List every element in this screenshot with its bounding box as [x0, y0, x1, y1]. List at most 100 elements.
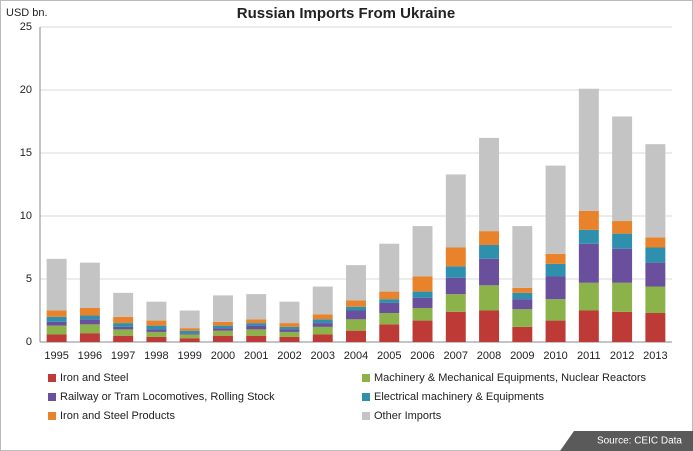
- bar-segment: [412, 307, 433, 321]
- legend-label: Railway or Tram Locomotives, Rolling Sto…: [60, 391, 275, 403]
- bar-segment: [512, 326, 533, 342]
- x-tick-label: 1996: [78, 350, 102, 362]
- legend-swatch: [48, 374, 56, 382]
- bar-segment: [46, 310, 67, 317]
- bar-segment: [578, 229, 599, 244]
- bar-segment: [346, 310, 366, 320]
- bar-segment: [179, 310, 200, 329]
- x-tick-label: 2013: [643, 350, 667, 362]
- bar-segment: [346, 330, 366, 342]
- legend-swatch: [48, 412, 56, 420]
- legend-swatch: [362, 374, 370, 382]
- bar-segment: [212, 330, 233, 336]
- x-tick-label: 2003: [310, 350, 334, 362]
- bar-segment: [512, 292, 533, 300]
- y-axis-label: USD bn.: [6, 7, 48, 19]
- legend-label: Iron and Steel Products: [60, 410, 175, 422]
- bar-segment: [246, 319, 267, 324]
- bar-segment: [179, 338, 200, 342]
- bar-segment: [412, 320, 433, 342]
- bar-segment: [578, 243, 599, 283]
- bar-segment: [379, 291, 400, 300]
- bar-segment: [479, 244, 500, 259]
- y-tick-label: 10: [20, 210, 32, 222]
- bar-segment: [612, 248, 633, 283]
- bar-segment: [479, 258, 500, 286]
- bar-segment: [79, 315, 100, 320]
- bar-segment: [113, 323, 134, 327]
- bar-segment: [113, 316, 134, 324]
- bar-segment: [146, 301, 167, 321]
- bar-segment: [212, 328, 233, 331]
- x-tick-label: 2000: [211, 350, 235, 362]
- bar-segment: [445, 277, 466, 295]
- x-tick-label: 2001: [244, 350, 268, 362]
- bar-segment: [246, 325, 267, 330]
- bar-segment: [545, 320, 566, 342]
- bar-segment: [512, 226, 533, 288]
- bar-segment: [79, 262, 100, 308]
- bar-segment: [545, 165, 566, 254]
- bar-segment: [412, 226, 433, 277]
- bar-segment: [46, 325, 67, 335]
- x-tick-label: 2005: [377, 350, 401, 362]
- bar-segment: [212, 295, 233, 322]
- x-tick-label: 2002: [277, 350, 301, 362]
- bar-segment: [79, 307, 100, 316]
- bar-segment: [346, 306, 366, 311]
- bar-segment: [612, 116, 633, 222]
- bar-segment: [312, 334, 333, 342]
- bar-segment: [578, 282, 599, 311]
- bar-segment: [179, 328, 200, 331]
- y-tick-label: 20: [20, 84, 32, 96]
- bar-segment: [612, 282, 633, 312]
- bar-segment: [612, 311, 633, 342]
- legend-swatch: [362, 412, 370, 420]
- bar-segment: [379, 324, 400, 342]
- bar-segment: [379, 313, 400, 325]
- bar-segment: [379, 299, 400, 303]
- bar-segment: [578, 310, 599, 342]
- bar-segment: [545, 253, 566, 264]
- legend-swatch: [362, 393, 370, 401]
- x-tick-label: 2012: [610, 350, 634, 362]
- x-tick-label: 2006: [410, 350, 434, 362]
- bar-segment: [279, 331, 300, 337]
- bar-segment: [445, 294, 466, 312]
- x-tick-label: 2008: [477, 350, 501, 362]
- bar-segment: [445, 266, 466, 278]
- y-tick-label: 5: [26, 273, 32, 285]
- bar-segment: [445, 247, 466, 267]
- bar-segment: [612, 221, 633, 234]
- bar-segment: [379, 302, 400, 314]
- bar-segment: [113, 292, 134, 317]
- bar-segment: [246, 335, 267, 342]
- x-tick-label: 1998: [144, 350, 168, 362]
- bar-segment: [645, 247, 666, 263]
- source: Source: CEIC Data: [597, 436, 682, 447]
- bar-segment: [179, 330, 200, 334]
- bar-segment: [246, 329, 267, 336]
- bar-segment: [79, 333, 100, 342]
- bar-segment: [512, 287, 533, 293]
- bar-segment: [578, 210, 599, 230]
- bar-segment: [146, 325, 167, 330]
- bar-segment: [312, 319, 333, 324]
- bar-segment: [346, 300, 366, 307]
- bar-segment: [312, 286, 333, 315]
- bar-segment: [146, 331, 167, 337]
- bar-segment: [645, 286, 666, 314]
- bar-segment: [146, 336, 167, 342]
- x-tick-label: 2004: [344, 350, 368, 362]
- x-tick-label: 1999: [177, 350, 201, 362]
- legend-label: Electrical machinery & Equipments: [374, 391, 544, 403]
- y-tick-label: 25: [20, 21, 32, 33]
- bar-segment: [79, 319, 100, 325]
- bar-segment: [279, 329, 300, 332]
- bar-segment: [645, 144, 666, 238]
- bar-segment: [146, 320, 167, 326]
- bar-segment: [212, 325, 233, 329]
- bar-segment: [279, 336, 300, 342]
